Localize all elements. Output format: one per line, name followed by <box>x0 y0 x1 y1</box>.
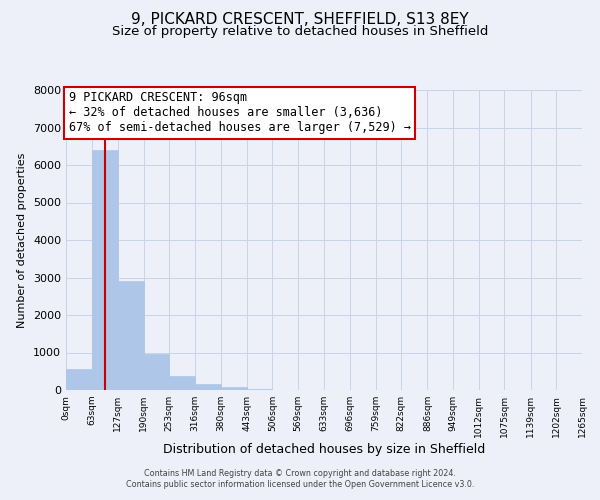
Bar <box>92 150 118 390</box>
Text: 9 PICKARD CRESCENT: 96sqm
← 32% of detached houses are smaller (3,636)
67% of se: 9 PICKARD CRESCENT: 96sqm ← 32% of detac… <box>68 92 410 134</box>
Bar <box>247 389 272 390</box>
Bar <box>195 384 221 390</box>
Text: Size of property relative to detached houses in Sheffield: Size of property relative to detached ho… <box>112 25 488 38</box>
X-axis label: Distribution of detached houses by size in Sheffield: Distribution of detached houses by size … <box>163 442 485 456</box>
Bar <box>169 376 195 390</box>
Bar <box>66 370 92 390</box>
Text: 9, PICKARD CRESCENT, SHEFFIELD, S13 8EY: 9, PICKARD CRESCENT, SHEFFIELD, S13 8EY <box>131 12 469 28</box>
Bar <box>118 281 143 390</box>
Text: Contains HM Land Registry data © Crown copyright and database right 2024.: Contains HM Land Registry data © Crown c… <box>144 468 456 477</box>
Text: Contains public sector information licensed under the Open Government Licence v3: Contains public sector information licen… <box>126 480 474 489</box>
Y-axis label: Number of detached properties: Number of detached properties <box>17 152 28 328</box>
Bar <box>221 387 247 390</box>
Bar <box>143 354 169 390</box>
